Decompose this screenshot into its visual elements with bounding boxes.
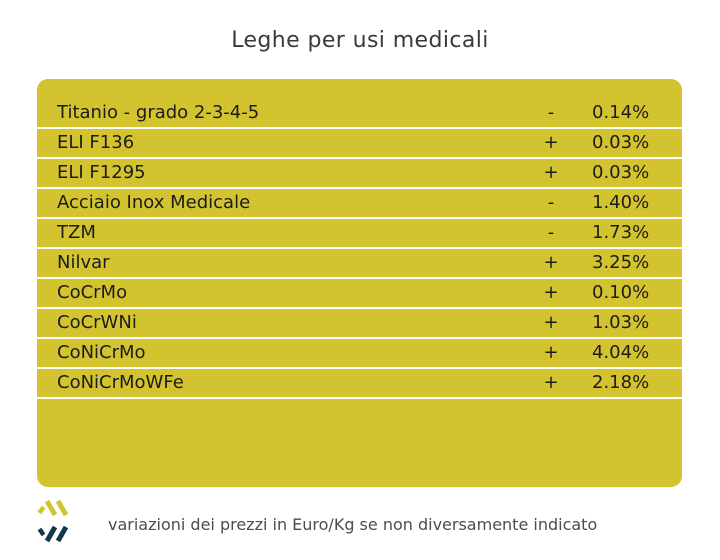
change-value: 2.18%: [592, 372, 650, 393]
change-value: 3.25%: [592, 252, 650, 273]
alloy-name: Acciaio Inox Medicale: [57, 194, 251, 212]
change-value: 0.03%: [592, 132, 650, 153]
alloy-name: ELI F1295: [57, 164, 146, 182]
alloy-name: CoNiCrMo: [57, 344, 146, 362]
change-sign: +: [543, 252, 559, 273]
change-value: 1.03%: [592, 312, 650, 333]
alloy-name: Nilvar: [57, 254, 110, 272]
logo-w-icon: [37, 525, 69, 543]
alloy-name: ELI F136: [57, 134, 135, 152]
price-table: Titanio - grado 2-3-4-5 - 0.14% ELI F136…: [37, 79, 682, 487]
table-row: ELI F1295 + 0.03%: [37, 159, 682, 189]
change-sign: +: [543, 372, 559, 393]
change-sign: +: [543, 282, 559, 303]
change-sign: -: [547, 192, 555, 213]
change-value: 0.14%: [592, 102, 650, 123]
alloy-name: CoCrMo: [57, 284, 128, 302]
table-row: TZM - 1.73%: [37, 219, 682, 249]
alloy-name: TZM: [57, 224, 96, 242]
change-sign: +: [543, 342, 559, 363]
table-row: CoCrMo + 0.10%: [37, 279, 682, 309]
change-sign: +: [543, 132, 559, 153]
change-sign: +: [543, 312, 559, 333]
metalweek-logo: [37, 499, 69, 543]
change-value: 0.10%: [592, 282, 650, 303]
page-title: Leghe per usi medicali: [231, 28, 489, 53]
table-row: Nilvar + 3.25%: [37, 249, 682, 279]
alloy-name: CoCrWNi: [57, 314, 137, 332]
price-table-rows: Titanio - grado 2-3-4-5 - 0.14% ELI F136…: [37, 99, 682, 399]
change-value: 1.40%: [592, 192, 650, 213]
change-value: 4.04%: [592, 342, 650, 363]
table-row: Titanio - grado 2-3-4-5 - 0.14%: [37, 99, 682, 129]
alloy-name: CoNiCrMoWFe: [57, 374, 184, 392]
logo-m-icon: [37, 499, 69, 517]
table-row: CoCrWNi + 1.03%: [37, 309, 682, 339]
table-row: ELI F136 + 0.03%: [37, 129, 682, 159]
footer-note: variazioni dei prezzi in Euro/Kg se non …: [108, 515, 598, 534]
change-sign: -: [547, 222, 555, 243]
change-sign: -: [547, 102, 555, 123]
change-sign: +: [543, 162, 559, 183]
table-row: CoNiCrMoWFe + 2.18%: [37, 369, 682, 399]
table-row: Acciaio Inox Medicale - 1.40%: [37, 189, 682, 219]
alloy-name: Titanio - grado 2-3-4-5: [57, 104, 260, 122]
table-row: CoNiCrMo + 4.04%: [37, 339, 682, 369]
change-value: 1.73%: [592, 222, 650, 243]
change-value: 0.03%: [592, 162, 650, 183]
